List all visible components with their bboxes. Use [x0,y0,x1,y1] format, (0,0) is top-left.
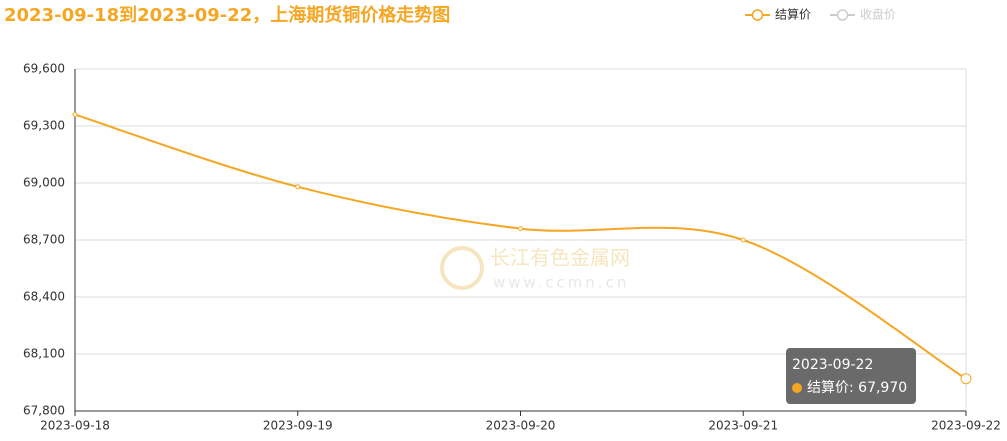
x-tick-label: 2023-09-20 [486,419,556,433]
watermark-logo [440,246,484,290]
legend-marker [751,9,764,21]
x-tick-label: 2023-09-19 [263,419,333,433]
y-tick-label: 68,400 [23,290,65,304]
y-tick-label: 69,000 [23,176,65,190]
data-point [740,237,746,243]
watermark-name: 长江有色金属网 [490,246,630,270]
y-tick-label: 68,700 [23,233,65,247]
legend-marker [836,9,849,21]
data-point [518,226,523,232]
y-tick-label: 67,800 [23,404,65,418]
watermark-url: www.ccmn.cn [493,274,629,292]
data-point [295,184,301,190]
tooltip-title: 2023-09-22 [792,357,873,373]
x-tick-label: 2023-09-18 [40,419,110,433]
y-tick-label: 69,300 [23,119,65,133]
data-point [72,112,78,118]
tooltip-text: 结算价: 67,970 [807,380,907,396]
chart-title: 2023-09-18到2023-09-22，上海期货铜价格走势图 [4,4,450,26]
x-tick-label: 2023-09-22 [931,419,1001,433]
legend-label: 结算价 [775,7,811,22]
tooltip-box [786,348,916,404]
y-tick-label: 68,100 [23,347,65,361]
watermark: 长江有色金属网 www.ccmn.cn [440,246,630,292]
tooltip: 2023-09-22 结算价: 67,970 [786,348,916,404]
data-point [960,373,972,385]
tooltip-marker [792,383,802,393]
x-tick-label: 2023-09-21 [708,419,778,433]
y-tick-label: 69,600 [23,62,65,76]
legend-label: 收盘价 [860,7,896,22]
